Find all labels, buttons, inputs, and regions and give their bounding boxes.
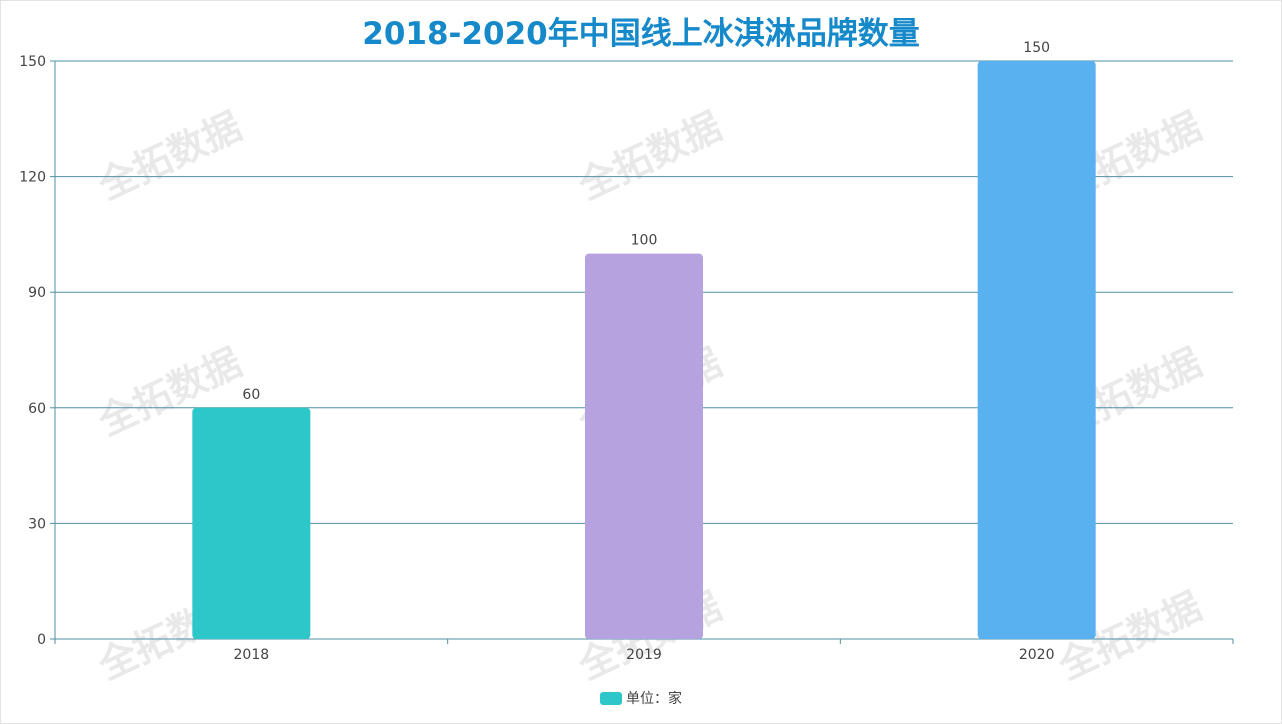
legend-swatch	[600, 691, 622, 705]
x-tick-label: 2020	[1019, 647, 1055, 663]
y-tick-label: 60	[28, 401, 46, 417]
y-tick-label: 30	[28, 516, 46, 532]
y-tick-label: 150	[19, 54, 46, 70]
y-tick-label: 90	[28, 285, 46, 301]
bar	[585, 253, 703, 639]
y-tick-label: 120	[19, 170, 46, 186]
x-tick-label: 2019	[626, 647, 662, 663]
data-label: 60	[242, 387, 260, 403]
legend-label: 单位：家	[626, 691, 682, 707]
legend[interactable]: 单位：家	[0, 688, 1282, 708]
bar	[192, 407, 311, 639]
data-label: 100	[631, 233, 658, 249]
data-label: 150	[1023, 40, 1050, 56]
y-tick-label: 0	[37, 632, 46, 648]
chart-title: 2018-2020年中国线上冰淇淋品牌数量	[362, 16, 920, 52]
bar	[977, 61, 1096, 639]
x-tick-label: 2018	[234, 647, 270, 663]
